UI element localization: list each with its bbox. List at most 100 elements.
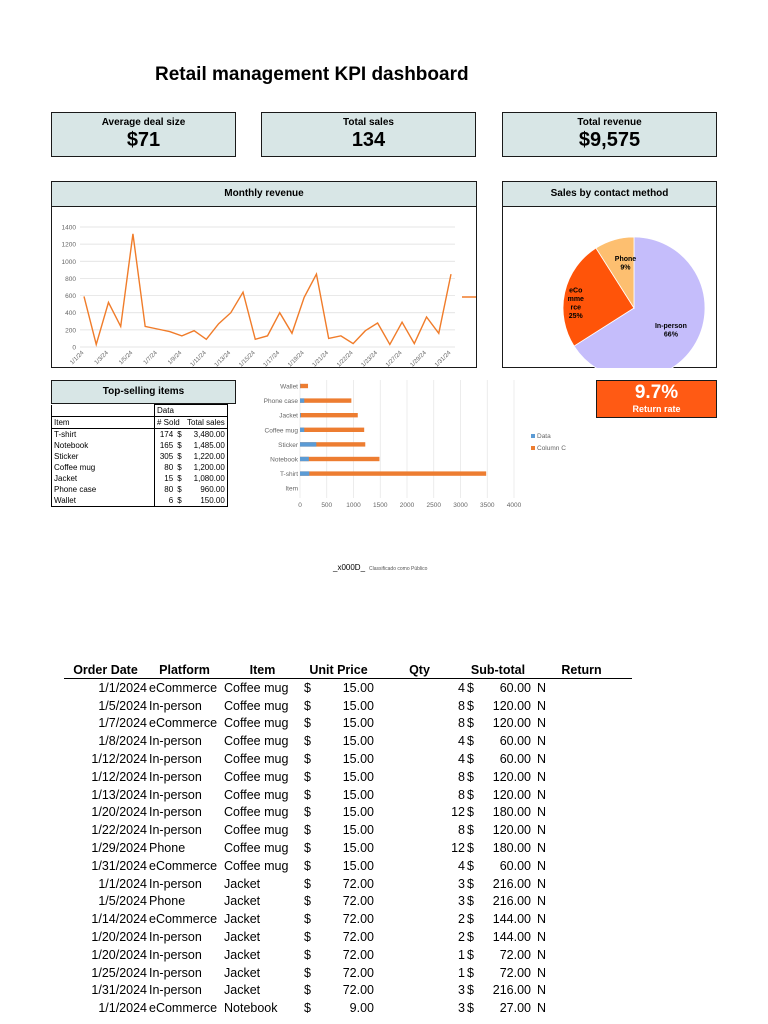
cell-cur2: $	[467, 965, 474, 980]
cell-cur2: $	[467, 1001, 474, 1016]
cell-cur: $	[304, 965, 311, 980]
x-tick-label: 500	[321, 502, 332, 509]
pie-label: rce	[571, 304, 582, 311]
cell-ret: N	[537, 876, 547, 891]
x-tick-label: 1/11/24	[190, 350, 209, 368]
y-tick-label: 600	[65, 293, 76, 300]
table-row: Phone case 80 $960.00	[51, 484, 228, 495]
category-label: Item	[285, 486, 298, 493]
pie-label: 9%	[620, 265, 631, 272]
cell-ret: N	[537, 680, 547, 695]
cell-price: 15.00	[342, 858, 374, 873]
cell-date: 1/12/2024	[91, 769, 147, 784]
cell-price: 15.00	[342, 769, 374, 784]
footer-classification: Classificado como Público	[369, 566, 428, 572]
cell-item: Jacket	[224, 983, 261, 998]
cell-cur: $	[304, 805, 311, 820]
cell-sub: 120.00	[492, 787, 531, 802]
category-label: Coffee mug	[265, 427, 299, 434]
pie-label: mme	[568, 296, 584, 303]
cell-item: Coffee mug	[224, 680, 289, 695]
cell-cur2: $	[467, 983, 474, 998]
cell-date: 1/25/2024	[91, 965, 147, 980]
cell-date: 1/13/2024	[91, 787, 147, 802]
cell-ret: N	[537, 1001, 547, 1016]
x-tick-label: 1/9/24	[167, 350, 184, 367]
cell-qty: 4	[458, 734, 465, 749]
cell-platform: In-person	[149, 930, 202, 945]
x-tick-label: 1/21/24	[312, 350, 331, 368]
cell-item: Coffee mug	[224, 858, 289, 873]
column-header: Total sales	[185, 416, 228, 429]
cell-sub: 60.00	[499, 752, 531, 767]
category-label: Jacket	[279, 413, 298, 420]
x-tick-label: 1/29/24	[410, 350, 429, 368]
cell-cur: $	[177, 463, 182, 472]
cell-date: 1/29/2024	[91, 841, 147, 856]
kpi-average-deal-size: Average deal size $71	[51, 112, 236, 157]
cell-qty: 1	[458, 947, 465, 962]
cell-total: 1,080.00	[185, 473, 228, 484]
cell-sold: 80	[154, 484, 176, 495]
table-row: 1/5/2024 Phone Jacket $72.00 3 $216.00 N	[64, 893, 632, 911]
cell-cur2: $	[467, 734, 474, 749]
cell-cur2: $	[467, 841, 474, 856]
cell-ret: N	[537, 716, 547, 731]
cell-sub: 60.00	[499, 858, 531, 873]
pie-label: In-person	[655, 323, 687, 330]
table-row: 1/13/2024 In-person Coffee mug $15.00 8 $120.…	[64, 786, 632, 804]
x-tick-label: 1500	[373, 502, 388, 509]
cell-sold: 165	[154, 440, 176, 451]
cell-sub: 216.00	[492, 983, 531, 998]
y-tick-label: 1200	[62, 242, 77, 249]
cell-item: Jacket	[224, 947, 261, 962]
cell-sub: 180.00	[492, 805, 531, 820]
bar-data	[300, 471, 310, 476]
category-label: T-shirt	[280, 471, 298, 478]
cell-qty: 3	[458, 983, 465, 998]
x-tick-label: 2500	[427, 502, 442, 509]
cell-date: 1/8/2024	[98, 734, 147, 749]
cell-cur: $	[304, 787, 311, 802]
bar-data	[300, 398, 305, 403]
cell-platform: In-person	[149, 787, 202, 802]
cell-sub: 144.00	[492, 912, 531, 927]
x-tick-label: 1/27/24	[385, 350, 404, 368]
cell-sub: 72.00	[499, 947, 531, 962]
sales-by-contact-header: Sales by contact method	[503, 182, 716, 207]
column-header: Return	[531, 661, 632, 679]
cell-item: Jacket	[224, 912, 261, 927]
cell-platform: eCommerce	[149, 680, 218, 695]
pie-label: 66%	[664, 331, 679, 338]
cell-ret: N	[537, 823, 547, 838]
table-row: 1/29/2024 Phone Coffee mug $15.00 12 $180.00 N	[64, 839, 632, 857]
cell-cur2: $	[467, 876, 474, 891]
cell-date: 1/1/2024	[98, 876, 147, 891]
bar-data	[300, 413, 301, 418]
cell-item: Coffee mug	[224, 698, 289, 713]
column-header: Qty	[374, 661, 465, 679]
table-row: 1/20/2024 In-person Jacket $72.00 2 $144.00 N	[64, 928, 632, 946]
cell-date: 1/20/2024	[91, 930, 147, 945]
table-row: 1/12/2024 In-person Coffee mug $15.00 4 $60.0…	[64, 750, 632, 768]
table-row: 1/31/2024 In-person Jacket $72.00 3 $216.00 N	[64, 982, 632, 1000]
cell-sub: 120.00	[492, 769, 531, 784]
cell-platform: In-person	[149, 965, 202, 980]
column-header: # Sold	[154, 416, 185, 429]
cell-item: Coffee mug	[224, 716, 289, 731]
cell-platform: In-person	[149, 734, 202, 749]
bar-column-c	[300, 383, 309, 389]
bar-data	[300, 442, 317, 447]
legend-label: Column C	[537, 445, 566, 452]
cell-price: 15.00	[342, 841, 374, 856]
cell-qty: 1	[458, 965, 465, 980]
x-tick-label: 1/15/24	[238, 350, 257, 368]
table-row: 1/25/2024 In-person Jacket $72.00 1 $72.00 N	[64, 964, 632, 982]
pie-label: 25%	[569, 313, 584, 320]
cell-total: 150.00	[185, 495, 228, 507]
table-row: 1/8/2024 In-person Coffee mug $15.00 4 $60.00…	[64, 732, 632, 750]
bar-column-c	[300, 456, 380, 462]
cell-ret: N	[537, 965, 547, 980]
cell-total: 1,220.00	[185, 451, 228, 462]
x-tick-label: 1/5/24	[118, 350, 135, 367]
